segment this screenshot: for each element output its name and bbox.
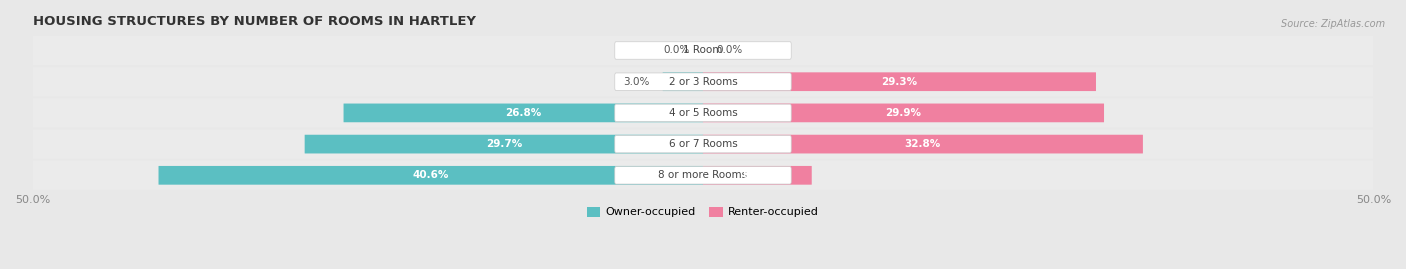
FancyBboxPatch shape: [32, 36, 1374, 65]
Text: HOUSING STRUCTURES BY NUMBER OF ROOMS IN HARTLEY: HOUSING STRUCTURES BY NUMBER OF ROOMS IN…: [32, 15, 475, 28]
Text: Source: ZipAtlas.com: Source: ZipAtlas.com: [1281, 19, 1385, 29]
FancyBboxPatch shape: [614, 135, 792, 153]
FancyBboxPatch shape: [703, 72, 1095, 91]
Text: 2 or 3 Rooms: 2 or 3 Rooms: [669, 77, 737, 87]
Text: 29.3%: 29.3%: [882, 77, 918, 87]
Text: 32.8%: 32.8%: [904, 139, 941, 149]
Text: 3.0%: 3.0%: [623, 77, 650, 87]
Text: 0.0%: 0.0%: [717, 45, 742, 55]
Text: 26.8%: 26.8%: [505, 108, 541, 118]
FancyBboxPatch shape: [32, 67, 1374, 96]
Legend: Owner-occupied, Renter-occupied: Owner-occupied, Renter-occupied: [582, 202, 824, 222]
FancyBboxPatch shape: [32, 129, 1374, 159]
FancyBboxPatch shape: [614, 104, 792, 122]
FancyBboxPatch shape: [614, 73, 792, 90]
FancyBboxPatch shape: [305, 135, 703, 153]
Text: 8.1%: 8.1%: [742, 170, 772, 180]
FancyBboxPatch shape: [703, 166, 811, 185]
FancyBboxPatch shape: [159, 166, 703, 185]
FancyBboxPatch shape: [614, 167, 792, 184]
Text: 1 Room: 1 Room: [683, 45, 723, 55]
FancyBboxPatch shape: [614, 42, 792, 59]
Text: 29.9%: 29.9%: [886, 108, 921, 118]
FancyBboxPatch shape: [343, 104, 703, 122]
Text: 0.0%: 0.0%: [664, 45, 689, 55]
FancyBboxPatch shape: [32, 161, 1374, 190]
FancyBboxPatch shape: [703, 104, 1104, 122]
FancyBboxPatch shape: [32, 98, 1374, 128]
Text: 8 or more Rooms: 8 or more Rooms: [658, 170, 748, 180]
Text: 4 or 5 Rooms: 4 or 5 Rooms: [669, 108, 737, 118]
FancyBboxPatch shape: [703, 135, 1143, 153]
Text: 40.6%: 40.6%: [412, 170, 449, 180]
FancyBboxPatch shape: [662, 72, 703, 91]
Text: 29.7%: 29.7%: [486, 139, 522, 149]
Text: 6 or 7 Rooms: 6 or 7 Rooms: [669, 139, 737, 149]
